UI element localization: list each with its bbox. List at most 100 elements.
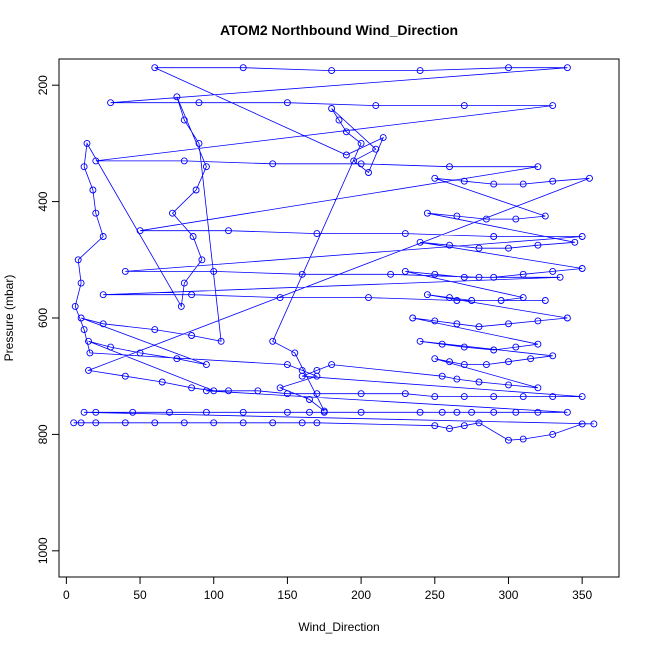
data-point (173, 93, 181, 101)
data-point (453, 212, 461, 220)
data-point (460, 177, 468, 185)
data-point (269, 337, 277, 345)
data-point (460, 343, 468, 351)
data-point (151, 64, 159, 72)
data-point (446, 358, 453, 366)
data-point (534, 317, 542, 325)
data-point (189, 233, 197, 240)
data-point (357, 408, 365, 416)
data-point (328, 67, 336, 75)
data-point (549, 177, 557, 185)
data-point (320, 407, 328, 415)
data-point (497, 297, 505, 304)
data-point (468, 408, 476, 416)
data-point (475, 419, 483, 427)
data-point (80, 326, 88, 334)
data-point (202, 387, 210, 395)
data-point (89, 186, 97, 194)
data-point (335, 116, 343, 124)
data-point (195, 99, 203, 107)
data-point (313, 230, 321, 238)
y-axis-label: Pressure (mbar) (2, 275, 16, 362)
x-tick-label: 0 (63, 588, 70, 602)
data-point (541, 297, 549, 304)
data-point (151, 419, 159, 427)
data-point (549, 267, 557, 275)
data-point (453, 375, 461, 383)
data-point (453, 408, 461, 416)
data-point (283, 390, 291, 398)
data-point (136, 349, 144, 357)
data-point (180, 157, 188, 165)
data-point (188, 291, 196, 299)
data-point (401, 267, 409, 275)
data-point (80, 408, 88, 416)
data-point (446, 425, 453, 433)
data-point (431, 317, 439, 325)
data-point (453, 320, 461, 328)
plot-area (70, 64, 598, 444)
data-point (313, 390, 321, 398)
data-point (313, 372, 321, 380)
data-point (107, 343, 115, 351)
data-point (121, 372, 129, 380)
data-point (512, 215, 520, 223)
data-point (210, 267, 218, 275)
data-point (85, 337, 92, 345)
x-tick-label: 250 (425, 588, 445, 602)
data-point (313, 419, 321, 427)
data-point (401, 230, 409, 238)
x-tick-label: 200 (351, 588, 371, 602)
data-point (549, 102, 557, 110)
data-point (166, 408, 173, 416)
data-point (446, 241, 453, 249)
data-point (210, 387, 218, 395)
data-point (475, 273, 483, 281)
data-point (578, 393, 586, 401)
data-point (416, 67, 424, 75)
data-point (475, 378, 483, 386)
data-point (225, 227, 232, 235)
data-point (306, 396, 313, 403)
data-point (431, 270, 439, 278)
data-point (158, 378, 166, 386)
x-axis: 0 50 100 150 200 250 300 350 (63, 576, 592, 602)
y-tick-label: 600 (36, 308, 50, 328)
data-point (283, 408, 291, 416)
data-point (217, 337, 225, 345)
data-point (590, 420, 598, 428)
x-tick-label: 150 (277, 588, 297, 602)
data-point (180, 116, 188, 124)
data-point (71, 302, 79, 310)
chart-title: ATOM2 Northbound Wind_Direction (220, 22, 458, 38)
data-point (86, 349, 94, 357)
data-point (136, 227, 144, 235)
data-point (357, 160, 365, 168)
data-point (77, 279, 85, 287)
data-point (298, 366, 306, 374)
x-tick-label: 100 (204, 588, 224, 602)
data-point (505, 64, 512, 72)
data-point (192, 186, 200, 194)
data-point (519, 294, 527, 302)
data-point (283, 361, 291, 369)
data-point (328, 361, 336, 369)
data-point (107, 99, 115, 107)
data-point (490, 273, 498, 281)
data-point (202, 408, 210, 416)
data-point (423, 291, 431, 299)
data-point (291, 349, 299, 357)
data-point (239, 408, 247, 416)
data-point (482, 361, 490, 369)
x-tick-label: 50 (133, 588, 147, 602)
data-point (505, 358, 512, 366)
data-point (534, 384, 542, 392)
data-point (431, 393, 439, 401)
data-point (490, 408, 498, 416)
data-point (438, 408, 446, 416)
data-point (99, 233, 107, 240)
data-point (342, 151, 350, 159)
data-point (460, 361, 468, 369)
data-point (342, 128, 350, 136)
